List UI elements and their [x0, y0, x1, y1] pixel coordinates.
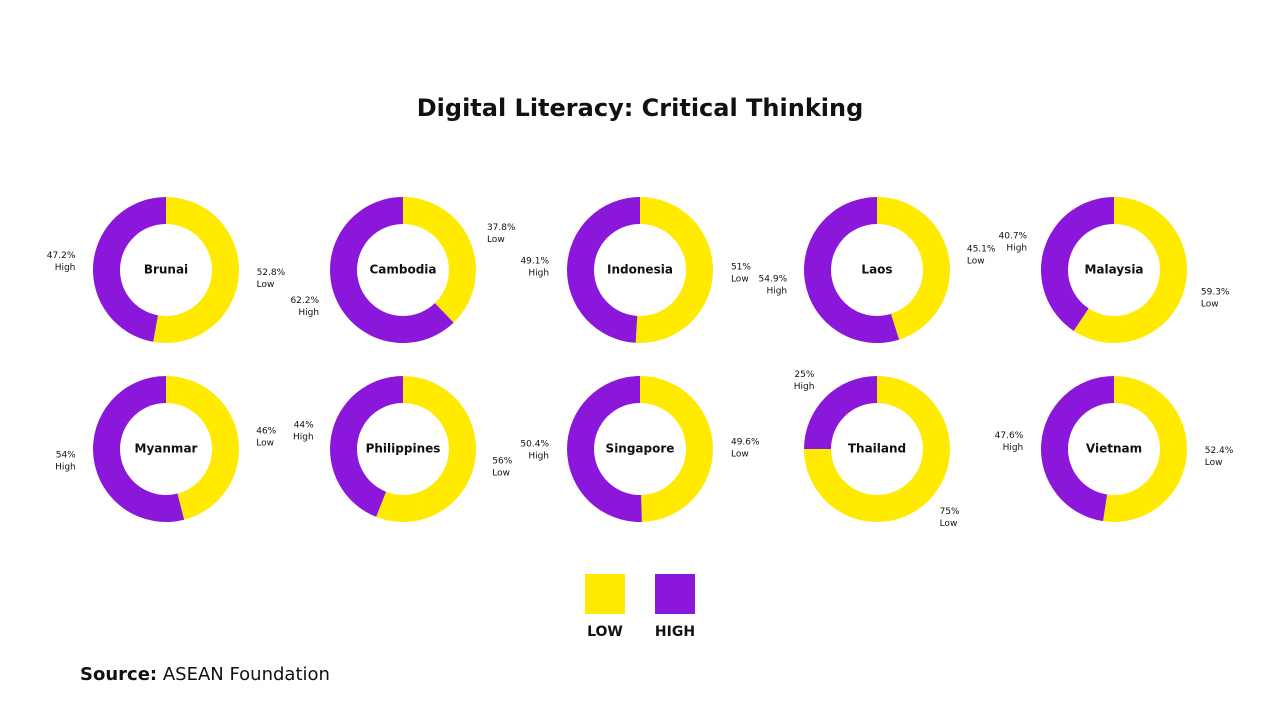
category-label: High: [766, 286, 787, 296]
category-label: Low: [257, 280, 275, 290]
value-label: 50.4%: [520, 440, 549, 450]
donut-segment: [329, 196, 454, 343]
value-label: 44%: [294, 420, 314, 430]
source-text: ASEAN Foundation: [163, 664, 330, 685]
category-label: Low: [1201, 299, 1219, 309]
donut-title: Cambodia: [369, 263, 436, 277]
value-label: 52.8%: [257, 268, 286, 278]
donut-segment: [877, 197, 950, 340]
value-label: 25%: [794, 370, 814, 380]
value-label: 40.7%: [999, 232, 1028, 242]
category-label: High: [528, 452, 549, 462]
value-label: 54.9%: [759, 274, 788, 284]
value-label: 75%: [940, 507, 960, 517]
category-label: High: [1003, 443, 1024, 453]
category-label: Low: [731, 274, 749, 284]
donut-segment: [403, 197, 477, 323]
legend-label: HIGH: [655, 624, 695, 640]
category-label: High: [528, 269, 549, 279]
value-label: 62.2%: [290, 296, 319, 306]
category-label: High: [298, 308, 319, 318]
value-label: 51%: [731, 262, 751, 272]
value-label: 49.1%: [520, 257, 549, 267]
donut-segment: [1073, 197, 1187, 343]
category-label: High: [55, 263, 76, 273]
value-label: 54%: [56, 451, 76, 461]
donut-title: Indonesia: [607, 263, 673, 277]
category-label: Low: [731, 449, 749, 459]
donut-segment: [804, 197, 900, 344]
value-label: 37.8%: [487, 223, 516, 233]
source-label: Source:: [80, 664, 157, 685]
category-label: High: [794, 382, 815, 392]
legend-swatch: [655, 574, 695, 614]
donut-title: Laos: [861, 263, 892, 277]
donut-segment: [567, 197, 640, 343]
value-label: 45.1%: [967, 245, 996, 255]
donut-segment: [804, 376, 950, 522]
value-label: 52.4%: [1205, 446, 1234, 456]
category-label: Low: [940, 519, 958, 529]
source: Source: ASEAN Foundation: [80, 664, 330, 685]
donut-segment: [92, 197, 166, 342]
donut-segment: [1041, 197, 1114, 331]
donut-segment: [92, 376, 185, 522]
legend-swatch: [585, 574, 625, 614]
category-label: High: [293, 432, 314, 442]
category-label: Low: [967, 257, 985, 267]
value-label: 47.2%: [47, 251, 76, 261]
donut-segment: [635, 197, 714, 343]
donut-title: Thailand: [848, 442, 906, 456]
donut-title: Philippines: [366, 442, 441, 456]
donut-segment: [376, 376, 477, 522]
donut-segment: [330, 376, 403, 517]
category-label: Low: [492, 469, 510, 479]
donut-segment: [153, 197, 239, 343]
category-label: Low: [256, 438, 274, 448]
value-label: 47.6%: [995, 431, 1024, 441]
chart-title: Digital Literacy: Critical Thinking: [417, 94, 864, 122]
category-label: High: [1006, 244, 1027, 254]
donut-title: Singapore: [606, 442, 675, 456]
donut-title: Malaysia: [1084, 263, 1143, 277]
category-label: Low: [1205, 458, 1223, 468]
donut-title: Myanmar: [135, 442, 198, 456]
donut-title: Brunai: [144, 263, 188, 277]
value-label: 59.3%: [1201, 287, 1230, 297]
value-label: 49.6%: [731, 437, 760, 447]
donut-segment: [566, 375, 642, 522]
donut-segment: [804, 376, 877, 449]
donut-segment: [1041, 376, 1114, 522]
donut-segment: [1103, 376, 1187, 522]
donut-segment: [640, 376, 713, 522]
value-label: 56%: [492, 457, 512, 467]
donut-segment: [166, 376, 239, 520]
category-label: High: [55, 463, 76, 473]
donut-title: Vietnam: [1086, 442, 1142, 456]
category-label: Low: [487, 235, 505, 245]
value-label: 46%: [256, 426, 276, 436]
legend-label: LOW: [587, 624, 623, 640]
